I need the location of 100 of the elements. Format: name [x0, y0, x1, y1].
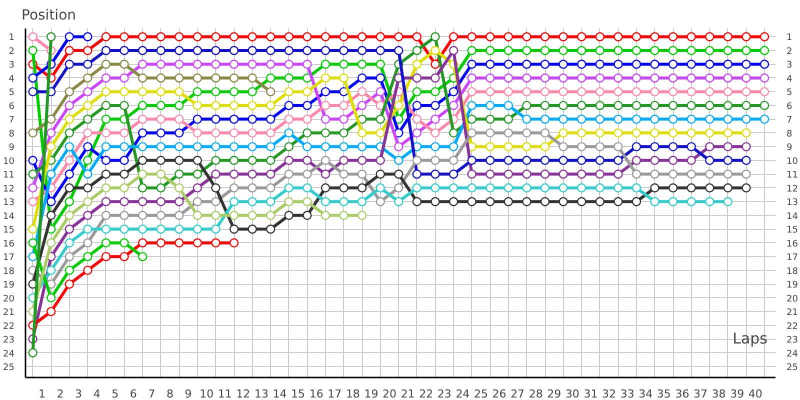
point [192, 156, 202, 165]
point [120, 210, 129, 220]
point [595, 128, 604, 138]
y2-tick-label: 18 [786, 266, 798, 277]
point [467, 114, 476, 124]
point [320, 128, 330, 138]
point [522, 100, 532, 110]
x-tick-label: 21 [400, 388, 415, 400]
point [192, 238, 202, 248]
point [211, 46, 220, 56]
point [668, 87, 678, 96]
x-tick-label: 13 [254, 388, 268, 400]
point [192, 73, 202, 83]
point [229, 224, 239, 234]
point [650, 60, 660, 69]
y-tick-label: 14 [3, 212, 15, 222]
point [302, 46, 312, 56]
point [120, 60, 129, 69]
point [595, 73, 604, 83]
point [540, 114, 550, 124]
point [46, 266, 56, 275]
point [248, 114, 257, 124]
point [156, 128, 166, 138]
point [558, 87, 568, 96]
point [577, 142, 586, 152]
point [577, 156, 586, 165]
point [174, 128, 184, 138]
point [28, 87, 38, 96]
point [320, 156, 330, 165]
point [138, 252, 148, 262]
y-tick-label: 22 [3, 322, 14, 332]
x-tick-label: 37 [694, 388, 708, 400]
point [339, 170, 348, 179]
point [632, 114, 642, 124]
point [430, 32, 440, 42]
x-tick-label: 12 [236, 388, 250, 400]
point [486, 100, 495, 110]
point [723, 183, 733, 192]
point [430, 183, 440, 192]
y-tick-label: 6 [8, 102, 15, 112]
point [467, 197, 476, 206]
point [448, 128, 458, 138]
point [83, 197, 92, 206]
point [540, 128, 550, 138]
point [723, 100, 733, 110]
point [668, 46, 678, 56]
y2-tick-label: 4 [786, 74, 792, 84]
point [614, 183, 623, 192]
point [120, 46, 129, 56]
x-tick-label: 36 [675, 388, 690, 400]
point [577, 183, 586, 192]
point [192, 170, 202, 179]
point [522, 142, 532, 152]
point [192, 46, 202, 56]
point [614, 197, 623, 206]
point [248, 142, 257, 152]
point [28, 128, 38, 138]
point [376, 73, 385, 83]
point [174, 32, 184, 42]
point [266, 114, 276, 124]
point [211, 238, 220, 248]
point [192, 210, 202, 220]
point [64, 114, 74, 124]
point [394, 46, 404, 56]
point [211, 142, 220, 152]
x-tick-label: 38 [712, 388, 726, 400]
point [686, 32, 696, 42]
x-tick-label: 2 [56, 388, 64, 400]
point [266, 60, 276, 69]
point [211, 114, 220, 124]
point [486, 170, 495, 179]
point [174, 197, 184, 206]
point [248, 100, 257, 110]
point [486, 60, 495, 69]
x-tick-label: 9 [184, 388, 192, 400]
point [120, 32, 129, 42]
point [632, 87, 642, 96]
y-tick-label: 21 [3, 308, 14, 318]
point [376, 156, 385, 165]
point [156, 87, 166, 96]
point [504, 197, 514, 206]
point [760, 73, 770, 83]
point [705, 73, 714, 83]
point [83, 238, 92, 248]
x-tick-label: 14 [272, 388, 287, 400]
x-tick-label: 33 [620, 388, 634, 400]
point [64, 32, 74, 42]
y-tick-label: 25 [3, 363, 14, 374]
point [486, 87, 495, 96]
point [120, 87, 129, 96]
point [412, 156, 422, 165]
point [284, 197, 294, 206]
point [229, 32, 239, 42]
point [467, 170, 476, 179]
point [266, 100, 276, 110]
point [320, 170, 330, 179]
point [248, 210, 257, 220]
point [83, 87, 92, 96]
point [101, 60, 111, 69]
point [650, 197, 660, 206]
